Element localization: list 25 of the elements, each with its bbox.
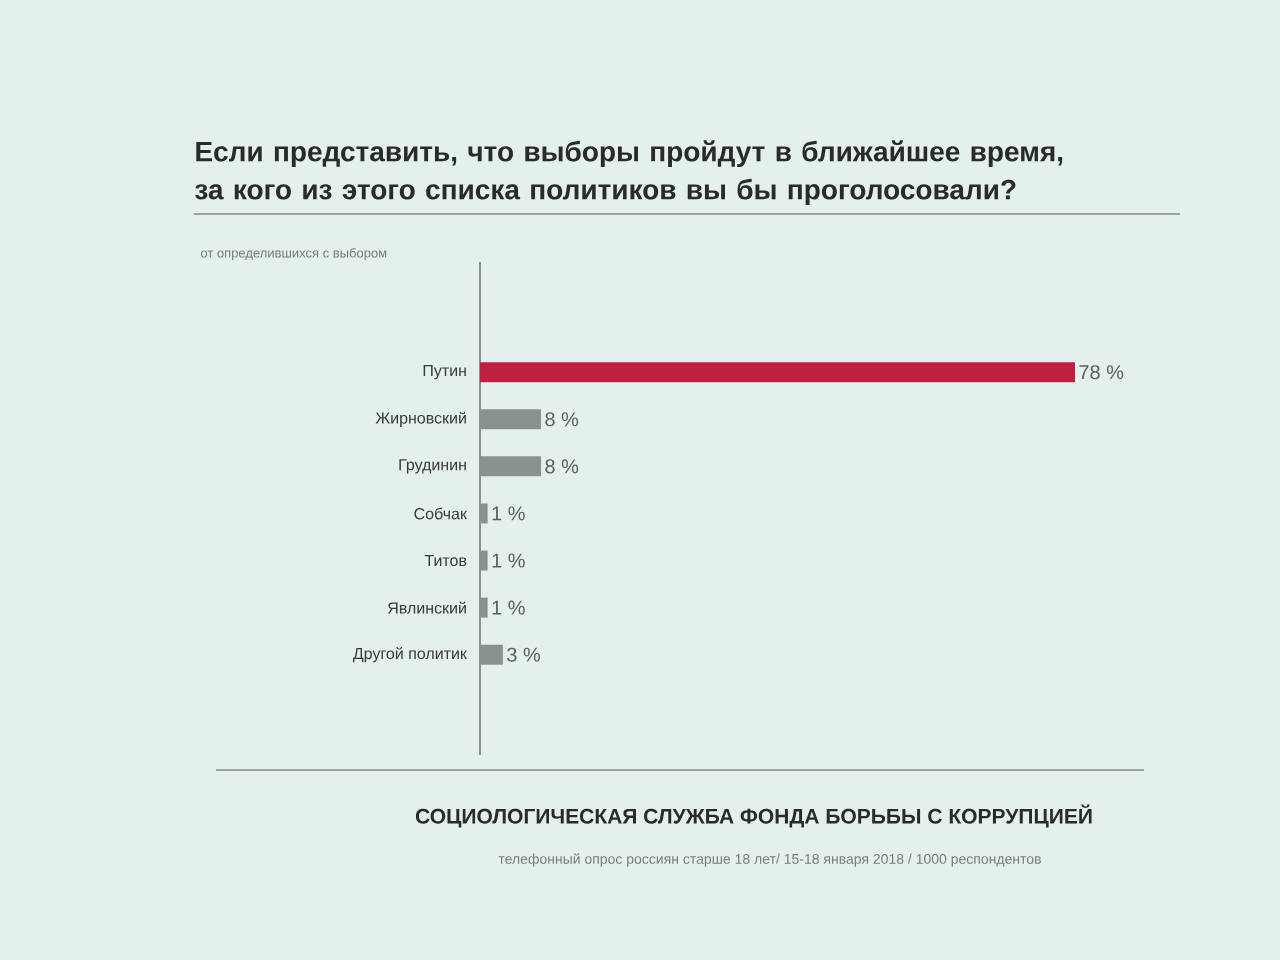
y-tick-label: Явлинский [388, 601, 466, 614]
y-tick-label: Титов [424, 554, 467, 567]
y-tick-label: Грудинин [399, 459, 466, 474]
data-label: 8 % [545, 412, 579, 427]
bar [480, 362, 1075, 383]
bar [480, 597, 488, 618]
text: СОЦИОЛОГИЧЕСКАЯ СЛУЖБА ФОНДА БОРЬБЫ С КОРРУПЦИЕЙ [415, 804, 1092, 828]
data-label: 1 % [492, 506, 525, 521]
chart-title: Если представить, что выборы пройдут в ближайшее время, за кого из этого списка политиков вы бы проголосовали? [195, 140, 1063, 206]
bar [480, 503, 488, 524]
data-label: 1 % [492, 600, 525, 615]
data-label: 3 % [507, 647, 541, 662]
data-label: 8 % [545, 459, 579, 474]
y-tick-label: Жирновский [375, 411, 466, 427]
data-label: 78 % [1079, 365, 1124, 380]
y-tick-label: Другой политик [352, 647, 468, 663]
bar [480, 550, 488, 571]
text: телефонный опрос россиян старше 18 лет/ 15-18 января 2018 / 1000 респондентов [498, 853, 1041, 867]
bar [480, 644, 503, 665]
text: от определившихся с выбором [200, 247, 387, 261]
bar [480, 456, 542, 477]
y-tick-label: Путин [423, 365, 466, 380]
data-label: 1 % [492, 553, 525, 568]
bar [480, 409, 542, 430]
y-tick-label: Собчак [414, 507, 468, 520]
